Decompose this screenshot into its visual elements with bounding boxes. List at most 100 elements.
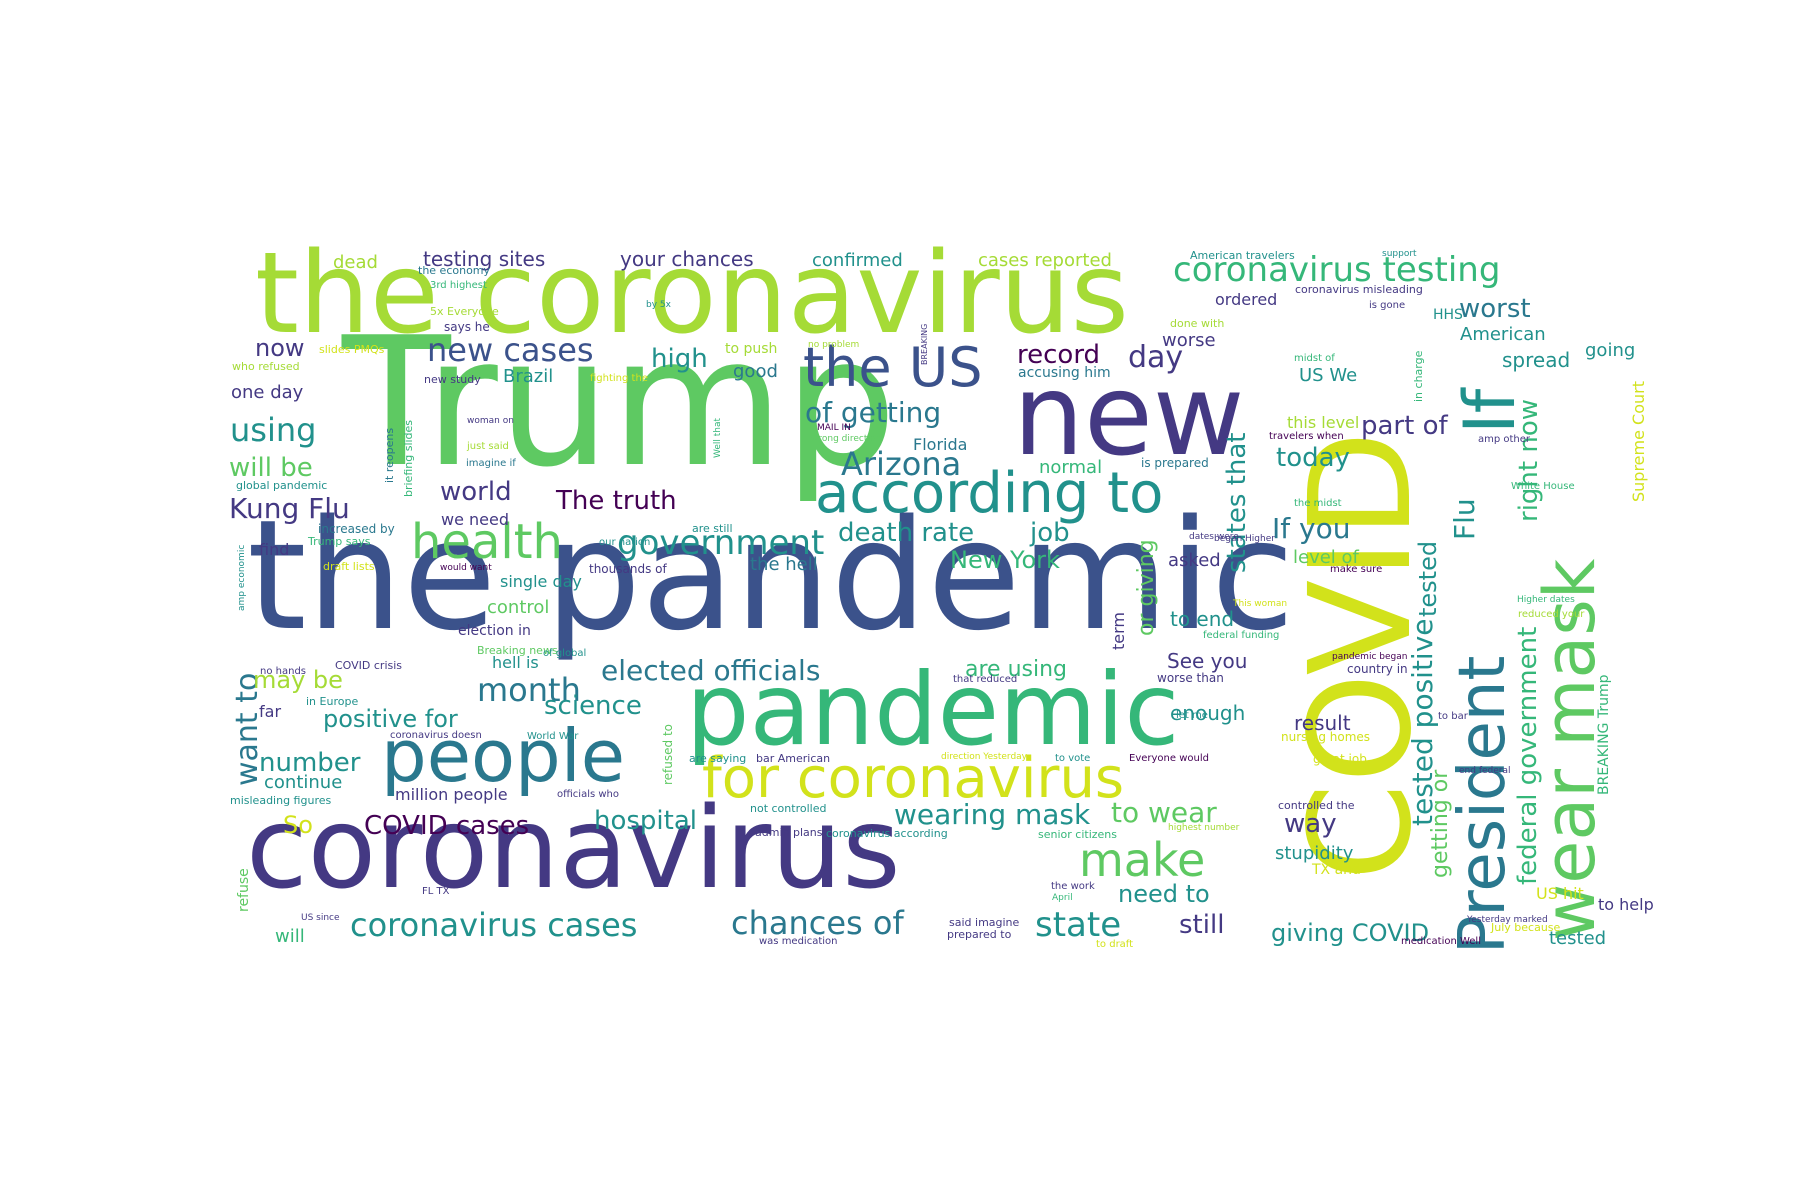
word-new-study: new study [424,373,481,386]
word-using: using [230,411,316,449]
word-if-you: If you [1272,512,1350,545]
word-higher-dates: Higher dates [1517,595,1575,605]
word-going: going [1585,340,1635,361]
word-right-now: right now [1514,399,1544,522]
word-coronavirus-doesn: coronavirus doesn [390,730,482,741]
word-so: So [283,811,313,839]
word-coronavirus: coronavirus [246,784,901,914]
word-one-day: one day [231,382,304,403]
word-ordered: ordered [1215,290,1277,309]
word-hhs: HHS [1433,307,1463,323]
word-want-to: want to [230,673,265,786]
word-normal: normal [1039,457,1102,478]
word-medication-well: medication Well [1401,936,1481,947]
word-worst: worst [1459,294,1531,324]
word-way: way [1284,809,1337,839]
word-prepared-to: prepared to [947,928,1012,941]
word-briefing-slides: briefing slides [402,420,415,497]
word-florida: Florida [913,435,967,454]
word-well-that: Well that [713,417,723,458]
word-pandemic: pandemic [686,651,1179,768]
word-see-you: See you [1167,649,1247,673]
word-if: If [1449,387,1531,434]
word-getting-or: getting or [1428,769,1453,878]
word-was-medication: was medication [759,936,838,947]
word-spread: spread [1502,348,1570,372]
word-testing-sites: testing sites [423,247,545,271]
word-world-war: World War [527,731,579,742]
word-elected-officials: elected officials [601,654,820,687]
word-to-wear: to wear [1111,796,1217,829]
word-we-need: we need [441,510,509,529]
word-hell-is: hell is [492,653,539,672]
word-the-pandemic: the pandemic [247,487,1295,664]
word-confirmed: confirmed [812,250,903,271]
word-white-house: White House [1511,481,1575,492]
word-breaking-trump: BREAKING Trump [1596,674,1612,795]
word-trump-says: Trump says [307,535,371,548]
word-state: state [1035,905,1121,945]
word-refused-to: refused to [661,724,675,785]
word-high: high [651,344,708,374]
word-part-of: part of [1361,411,1448,441]
word-officials-who: officials who [557,789,619,800]
word-giving-covid: giving COVID [1271,919,1429,947]
word-dates-were: dates were [1189,532,1239,542]
word-wearing-mask: wearing mask [894,798,1091,831]
word-our-nation: our nation [599,537,650,548]
word-the-midst: the midst [1294,498,1342,509]
word-make-sure: make sure [1330,564,1382,575]
word-the-us: the US [803,336,983,399]
word-day: day [1128,340,1183,375]
word-american: American [1460,324,1546,345]
word-are-using: are using [965,657,1067,682]
word-worse-than: worse than [1157,671,1224,685]
word-kung-flu: Kung Flu [229,492,350,525]
word-need-to: need to [1118,880,1210,908]
word-great-job: great job [1313,752,1367,766]
word-travelers-when: travelers when [1269,431,1344,442]
word-by-5x: by 5x [646,300,672,310]
word-that-reduced: that reduced [953,674,1017,685]
word-to-bar: to bar [1438,711,1469,722]
word-country-in: country in [1347,662,1408,676]
word-it-reopens: it reopens [383,428,396,483]
word-the-work: the work [1051,881,1095,892]
word-wrong-direction: wrong direction [811,434,881,444]
word-tested: tested [1549,928,1606,949]
word-million-people: million people [395,785,508,804]
word-far: far [259,702,281,721]
word-us-since: US since [301,913,340,923]
word-let-me: let me [1176,710,1208,721]
word-coronavirus-cases: coronavirus cases [350,906,637,944]
word-will-be: will be [229,453,313,483]
word-dead: dead [333,252,378,273]
word-to-push: to push [725,341,777,357]
word-breaking: BREAKING [920,324,929,365]
word-amp-economic: amp economic [237,545,247,611]
word-who-refused: who refused [232,360,300,373]
word-federal-funding: federal funding [1203,630,1279,641]
word-tx-and: TX and [1311,862,1361,878]
word-slides-pmqs: slides PMQs [319,343,385,356]
word-woman-on: woman on [467,416,514,426]
word-good: good [733,361,778,382]
word-imagine-if: imagine if [466,458,516,469]
word-to-end: to end [1170,607,1234,631]
word-death-rate: death rate [838,518,974,548]
word-refuse: refuse [236,868,252,912]
word-3rd-highest: 3rd highest [430,280,487,291]
word-nursing-homes: nursing homes [1281,730,1370,744]
word-direction-yesterday: direction Yesterday [941,752,1028,762]
word-health: health [411,514,563,570]
word-job: job [1029,518,1070,548]
word-done-with: done with [1170,317,1224,330]
word-today: today [1276,443,1350,473]
word-according-to: according to [815,461,1163,526]
word-tested: tested [1414,541,1442,617]
word-amp-other: amp other [1478,434,1531,445]
word-federal-government: federal government [1513,627,1543,885]
word-the-hell: the hell [750,554,818,575]
